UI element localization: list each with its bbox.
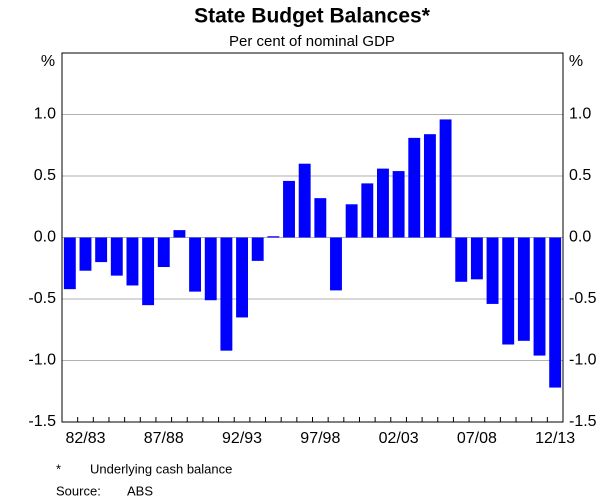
bar (157, 237, 170, 268)
bar (470, 237, 483, 280)
footnote-marker: * (56, 461, 61, 476)
plot-frame (61, 52, 564, 423)
bar (204, 237, 217, 301)
y-tick-label: 1.0 (34, 106, 56, 123)
bar (408, 137, 421, 238)
bar (361, 183, 374, 238)
y2-tick-label: -0.5 (569, 290, 597, 307)
chart-subtitle: Per cent of nominal GDP (229, 33, 395, 50)
bar (220, 237, 233, 351)
bar (63, 237, 76, 290)
bar (173, 230, 186, 238)
bar (298, 163, 311, 238)
bar (95, 237, 108, 263)
y2-unit: % (569, 53, 583, 70)
y-tick-label: -1.5 (28, 413, 56, 430)
bar (533, 237, 546, 356)
x-tick-label: 07/08 (457, 430, 497, 447)
y2-tick-label: 0.0 (569, 229, 591, 246)
bar (314, 198, 327, 238)
x-tick-label: 12/13 (535, 430, 575, 447)
bar (330, 237, 342, 291)
bar (517, 237, 530, 341)
bar (79, 237, 92, 271)
bar (439, 119, 452, 238)
x-tick-label: 92/93 (222, 430, 262, 447)
y-unit: % (41, 53, 55, 70)
y-tick-label: -1.0 (28, 352, 56, 369)
y-tick-label: 0.5 (34, 167, 56, 184)
bar (251, 237, 264, 261)
bar (267, 236, 280, 238)
bar (486, 237, 499, 304)
footnote-text: Underlying cash balance (90, 461, 232, 476)
bar (502, 237, 515, 345)
x-tick-label: 82/83 (65, 430, 105, 447)
bar (110, 237, 123, 276)
x-tick-label: 02/03 (379, 430, 419, 447)
bar (423, 134, 436, 238)
x-tick-label: 97/98 (300, 430, 340, 447)
y2-tick-label: 0.5 (569, 167, 591, 184)
y2-tick-label: 1.0 (569, 106, 591, 123)
x-tick-label: 87/88 (144, 430, 184, 447)
bar (392, 171, 405, 238)
bar (189, 237, 202, 292)
bar (142, 237, 155, 306)
source-text: ABS (127, 483, 153, 498)
y-tick-label: 0.0 (34, 229, 56, 246)
y-tick-label: -0.5 (28, 290, 56, 307)
bar (455, 237, 468, 282)
source-marker: Source: (56, 483, 101, 498)
chart-title: State Budget Balances* (194, 5, 431, 28)
bar (549, 237, 562, 388)
bar (345, 204, 358, 238)
y2-tick-label: -1.0 (569, 352, 597, 369)
bar (377, 168, 389, 238)
bar (126, 237, 139, 286)
bar (283, 180, 295, 238)
y2-tick-label: -1.5 (569, 413, 597, 430)
bar (236, 237, 248, 318)
